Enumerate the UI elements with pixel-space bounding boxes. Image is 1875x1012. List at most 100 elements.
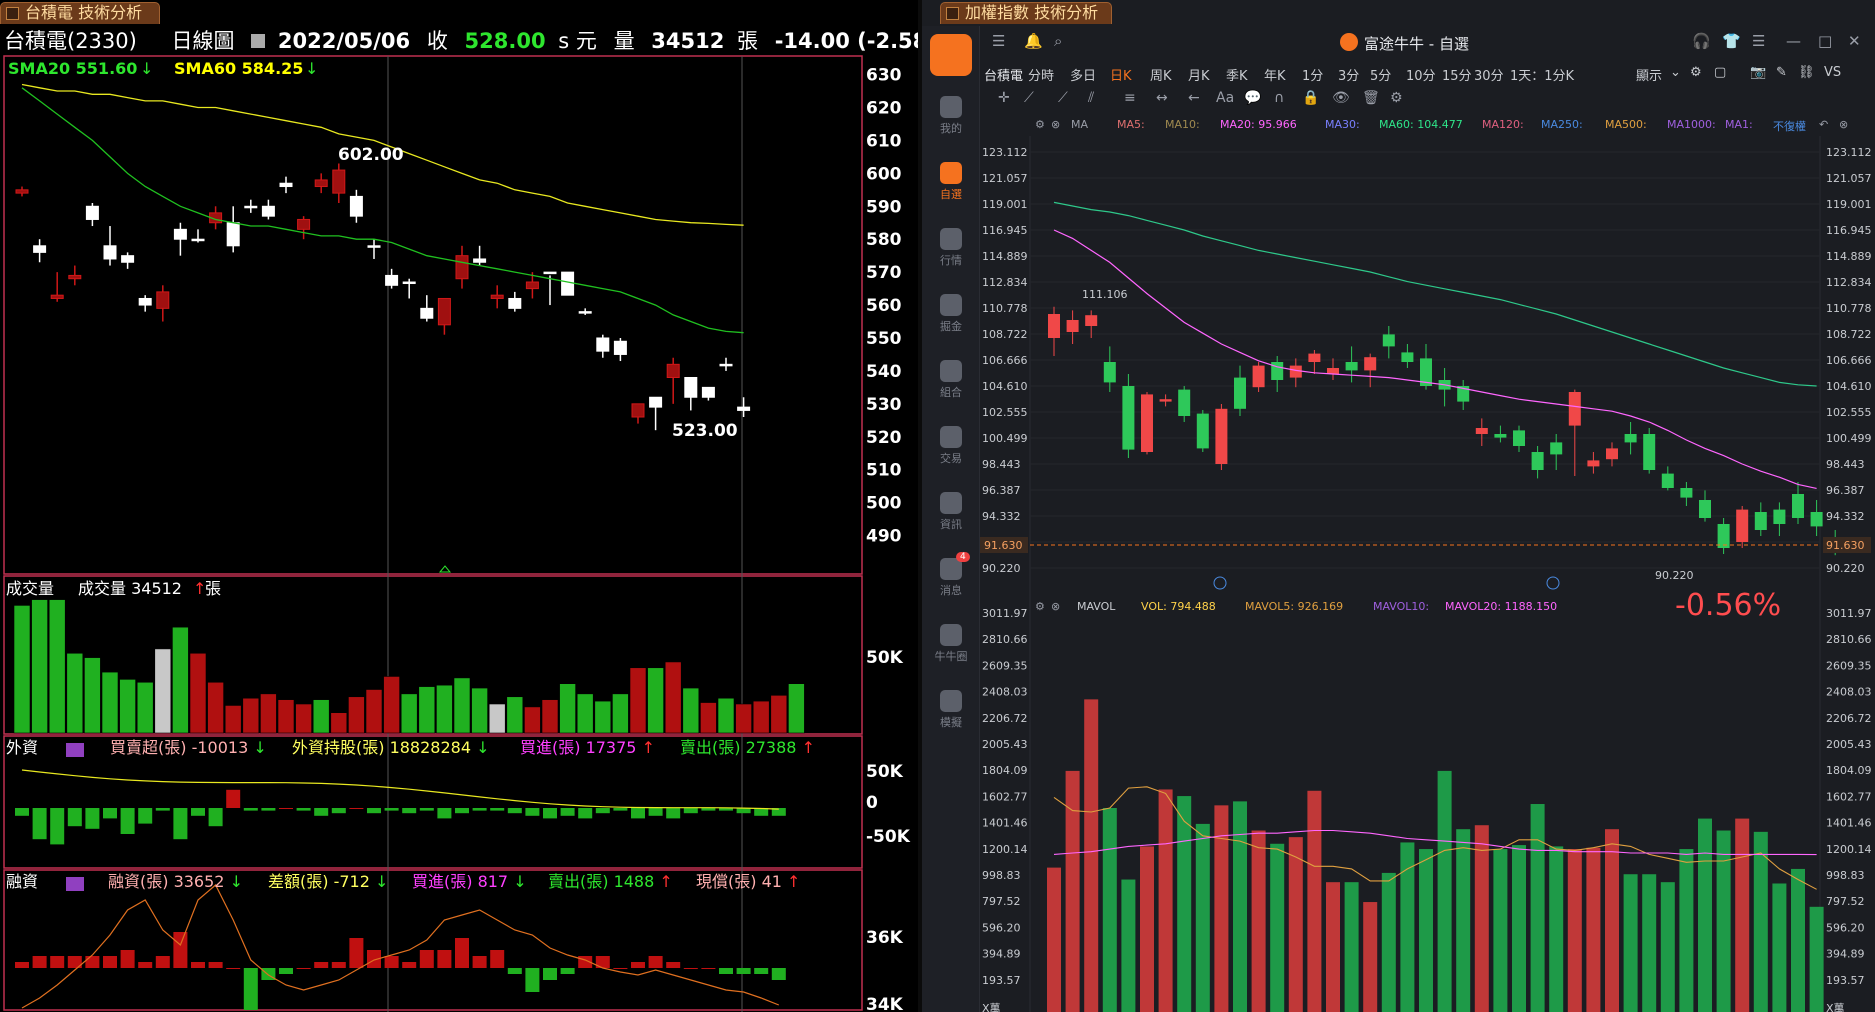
right-price-tick: 114.889 [1826, 250, 1872, 263]
sidebar-item-1[interactable]: 自選 [922, 162, 980, 202]
left-price-tick: 116.945 [982, 224, 1028, 237]
vol-close-icon[interactable]: ⊗ [1051, 600, 1061, 613]
ma-close-icon[interactable]: ⊗ [1051, 118, 1061, 131]
sidebar-label-6: 資訊 [940, 518, 962, 531]
timeframe-13[interactable]: 1天：1分K [1510, 69, 1575, 84]
window-menu-icon[interactable] [946, 7, 959, 20]
compare-icon[interactable]: VS [1824, 65, 1842, 80]
volume-bar [559, 683, 576, 734]
eye-icon[interactable]: 👁 [1332, 90, 1350, 106]
comment-tool-icon[interactable]: 💬 [1244, 90, 1262, 106]
search-icon[interactable]: ⌕ [1054, 32, 1063, 50]
timeframe-4[interactable]: 月K [1188, 69, 1210, 84]
text-tool-icon[interactable]: Aa [1216, 90, 1235, 106]
foreign-bar [613, 808, 628, 811]
timeframe-3[interactable]: 周K [1150, 69, 1172, 84]
margin-list-icon[interactable] [66, 877, 84, 891]
channel-tool-icon[interactable]: ⫽ [1088, 90, 1095, 106]
layout-icon[interactable]: ▢ [1714, 65, 1727, 80]
link-icon[interactable]: ⛓ [1798, 65, 1815, 80]
sidebar-item-3[interactable]: 掘金 [922, 294, 980, 334]
left-price-tick: 98.443 [982, 458, 1021, 471]
undo-icon[interactable]: ↶ [1819, 118, 1829, 131]
timeframe-10[interactable]: 10分 [1406, 69, 1436, 84]
timeframe-8[interactable]: 3分 [1338, 69, 1360, 84]
trash-icon[interactable]: 🗑 [1362, 90, 1380, 106]
arrow-tool-icon[interactable]: ← [1188, 90, 1200, 106]
scroll-marker-icon[interactable] [438, 565, 452, 573]
measure-tool-icon[interactable]: ↔ [1156, 90, 1168, 106]
left-chart-area[interactable]: 630 620 610 600 590 580 570 560 550 540 530 520 510 5… [0, 0, 918, 1012]
collapse-icon[interactable]: ⊗ [1839, 118, 1849, 131]
camera-icon[interactable]: 📷 [1750, 65, 1767, 80]
timeframe-1[interactable]: 多日 [1070, 69, 1097, 84]
fib-tool-icon[interactable]: ≡ [1124, 90, 1136, 106]
ray-tool-icon[interactable]: ⟋ [1058, 90, 1068, 106]
edit-icon[interactable]: ✎ [1776, 65, 1787, 80]
left-price-tick: 112.834 [982, 276, 1028, 289]
left-window-tab[interactable]: 台積電 技術分析 [0, 2, 160, 24]
magnet-icon[interactable]: ∩ [1274, 90, 1285, 106]
right-price-tick: 116.945 [1826, 224, 1872, 237]
display-menu[interactable]: 顯示 [1636, 69, 1663, 84]
sidebar-item-0[interactable]: 我的 [922, 96, 980, 136]
foreign-bar [243, 808, 258, 811]
timeframe-0[interactable]: 分時 [1028, 69, 1055, 84]
menu-icon[interactable]: ☰ [992, 32, 1006, 50]
bell-icon[interactable]: 🔔 [1024, 32, 1043, 50]
toolbar-settings-icon[interactable]: ⚙ [1390, 90, 1403, 106]
period-label[interactable]: 日線圖 [171, 29, 235, 53]
right-volume-bar [1586, 847, 1601, 1012]
sidebar-item-2[interactable]: 行情 [922, 228, 980, 268]
volume-bar [400, 693, 418, 734]
right-window-tab[interactable]: 加權指數 技術分析 [940, 2, 1112, 24]
close-icon[interactable]: ✕ [1848, 32, 1861, 50]
crosshair-icon[interactable]: ✛ [998, 90, 1010, 106]
sidebar-item-8[interactable]: 牛牛圈 [922, 624, 980, 664]
right-chart-area[interactable]: 123.112 123.112 121.057 121.057 119.001 119.0… [980, 136, 1875, 1012]
timeframe-12[interactable]: 30分 [1474, 69, 1504, 84]
margin-bar [613, 968, 628, 969]
futu-logo-icon[interactable] [930, 34, 972, 76]
sidebar-item-9[interactable]: 模擬 [922, 690, 980, 730]
timeframe-11[interactable]: 15分 [1442, 69, 1472, 84]
volume-pane-text: 成交量 34512 [78, 579, 182, 598]
timeframe-6[interactable]: 年K [1264, 69, 1286, 84]
symbol-label[interactable]: 台積電 [984, 69, 1024, 84]
sidebar-item-5[interactable]: 交易 [922, 426, 980, 466]
sidebar-item-7[interactable]: 消息 4 [922, 552, 980, 598]
margin-bar [32, 956, 47, 968]
line-tool-icon[interactable]: ⟋ [1024, 90, 1034, 106]
event-q-icon[interactable] [1213, 576, 1227, 590]
mavol-selector[interactable]: MAVOL [1077, 600, 1116, 613]
adjust-selector[interactable]: 不復權 [1773, 120, 1806, 133]
timeframe-5[interactable]: 季K [1226, 69, 1248, 84]
period-dropdown-icon[interactable] [251, 34, 266, 48]
vol-settings-icon[interactable]: ⚙ [1035, 600, 1045, 613]
sidebar-item-6[interactable]: 資訊 [922, 492, 980, 532]
sidebar-item-4[interactable]: 組合 [922, 360, 980, 400]
timeframe-7[interactable]: 1分 [1302, 69, 1324, 84]
maximize-icon[interactable]: □ [1818, 32, 1833, 50]
timeframe-9[interactable]: 5分 [1370, 69, 1392, 84]
sidebar-label-2: 行情 [940, 254, 962, 267]
settings-icon[interactable]: ⚙ [1690, 65, 1702, 80]
event-e-icon[interactable] [1546, 576, 1560, 590]
display-dropdown-icon[interactable]: ⌄ [1670, 65, 1681, 80]
right-candle-body [1643, 434, 1656, 470]
shirt-icon[interactable]: 👕 [1722, 32, 1741, 50]
timeframe-2[interactable]: 日K [1110, 69, 1132, 84]
minimize-icon[interactable]: — [1786, 32, 1801, 50]
left-vol-tick: 596.20 [982, 921, 1021, 934]
left-price-tick: 106.666 [982, 354, 1028, 367]
right-candle-body [1513, 430, 1525, 446]
margin-buy-arrow-icon: ↓ [508, 872, 527, 891]
right-candle-body [1066, 320, 1079, 332]
headset-icon[interactable]: 🎧 [1692, 32, 1711, 50]
menu-more-icon[interactable]: ☰ [1752, 32, 1766, 50]
foreign-list-icon[interactable] [66, 743, 84, 757]
window-menu-icon[interactable] [6, 7, 19, 20]
ma-settings-icon[interactable]: ⚙ [1035, 118, 1045, 131]
lock-icon[interactable]: 🔒 [1302, 90, 1320, 106]
ma-selector[interactable]: MA [1071, 118, 1089, 131]
